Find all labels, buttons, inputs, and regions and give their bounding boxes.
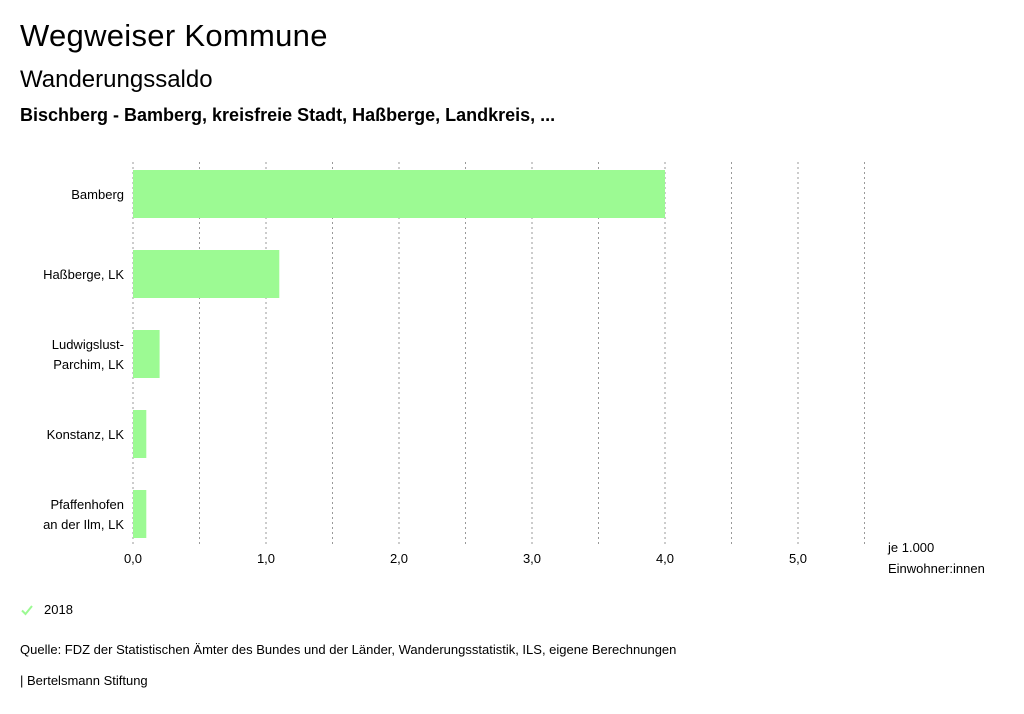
page-title: Wegweiser Kommune: [20, 18, 328, 53]
x-tick-label: 2,0: [390, 551, 408, 566]
publisher-note: | Bertelsmann Stiftung: [20, 673, 148, 688]
legend-label-2018: 2018: [44, 602, 73, 617]
category-label: Haßberge, LK: [43, 267, 124, 282]
category-label: Bamberg: [71, 187, 124, 202]
category-label: Konstanz, LK: [47, 427, 125, 442]
region-label: Bischberg - Bamberg, kreisfreie Stadt, H…: [20, 105, 556, 125]
x-tick-label: 5,0: [789, 551, 807, 566]
unit-label: je 1.000: [887, 540, 934, 555]
category-label: an der Ilm, LK: [43, 517, 124, 532]
bar[interactable]: [133, 250, 280, 298]
chart-subtitle: Wanderungssaldo: [20, 66, 213, 93]
x-tick-label: 3,0: [523, 551, 541, 566]
category-label: Ludwigslust-: [52, 337, 124, 352]
x-tick-label: 4,0: [656, 551, 674, 566]
bar-chart: Bamberg Haßberge, LK Ludwigslust- Parchim, …: [43, 162, 985, 576]
source-note: Quelle: FDZ der Statistischen Ämter des …: [20, 642, 677, 657]
bar[interactable]: [133, 170, 665, 218]
unit-label: Einwohner:innen: [888, 561, 985, 576]
legend[interactable]: 2018: [20, 602, 73, 617]
category-label: Pfaffenhofen: [51, 497, 125, 512]
x-tick-label: 0,0: [124, 551, 142, 566]
category-label: Parchim, LK: [53, 357, 124, 372]
bar[interactable]: [133, 410, 147, 458]
x-tick-label: 1,0: [257, 551, 275, 566]
bar[interactable]: [133, 490, 147, 538]
bar[interactable]: [133, 330, 160, 378]
check-icon: [21, 604, 33, 615]
